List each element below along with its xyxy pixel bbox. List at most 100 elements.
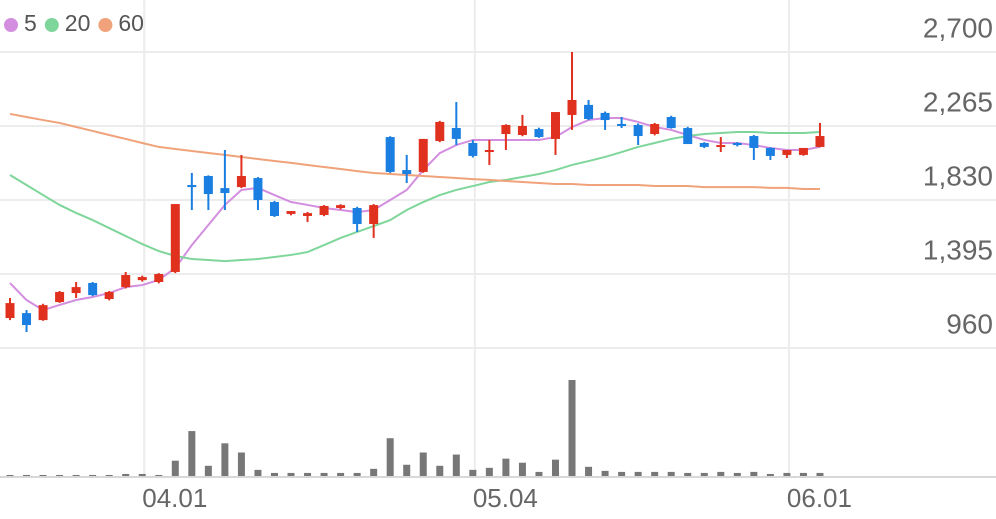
- volume-bar: [254, 469, 262, 476]
- candle-body: [600, 112, 610, 121]
- candle-body: [435, 121, 445, 141]
- candle-body: [534, 129, 544, 138]
- volume-bar: [237, 452, 245, 476]
- candle-body: [303, 213, 313, 216]
- legend-label: 5: [24, 10, 37, 36]
- legend-label: 60: [118, 10, 144, 36]
- candle-body: [716, 145, 726, 148]
- candle-body: [236, 176, 246, 188]
- candle-body: [220, 188, 230, 194]
- volume-bar: [287, 472, 295, 476]
- candle-body: [501, 124, 511, 134]
- candle-body: [815, 136, 825, 147]
- ma-line: [9, 112, 820, 190]
- volume-bar: [122, 473, 130, 476]
- candle-body: [584, 104, 594, 120]
- candle-body: [765, 147, 775, 156]
- candle-body: [104, 292, 114, 300]
- volume-bar: [799, 472, 807, 476]
- volume-bar: [717, 471, 725, 476]
- volume-bar: [39, 474, 47, 476]
- volume-bar: [221, 443, 229, 476]
- candle-body: [121, 275, 131, 288]
- candle-body: [88, 283, 98, 296]
- candle-body: [699, 143, 709, 147]
- volume-bar: [551, 459, 559, 476]
- candle-body: [617, 123, 627, 126]
- candle-body: [319, 205, 329, 215]
- volume-bar: [585, 466, 593, 476]
- volume-bar: [155, 474, 163, 476]
- candle-body: [137, 277, 147, 281]
- candle-body: [550, 112, 560, 139]
- volume-bar: [171, 460, 179, 476]
- volume-bar: [684, 472, 692, 476]
- volume-bar: [56, 474, 64, 476]
- candle-body: [683, 128, 693, 145]
- y-tick-label: 1,395: [923, 234, 993, 265]
- volume-bar: [353, 472, 361, 476]
- candle-body: [468, 143, 478, 156]
- candle-body: [385, 137, 395, 172]
- ma-line: [9, 130, 821, 263]
- x-tick-label: 04.01: [142, 483, 207, 513]
- volume-bar: [502, 458, 510, 476]
- volume-bar: [667, 471, 675, 476]
- volume-bar: [204, 465, 212, 476]
- volume-bar: [403, 464, 411, 476]
- candle-body: [418, 138, 428, 172]
- volume-bar: [72, 474, 80, 476]
- volume-bar: [750, 471, 758, 476]
- candle-body: [22, 313, 32, 326]
- y-tick-label: 1,830: [923, 160, 993, 191]
- volume-bar: [518, 462, 526, 476]
- candle-body: [352, 207, 362, 224]
- volume-bar: [337, 472, 345, 476]
- legend-marker: [44, 18, 59, 32]
- x-tick-label: 05.04: [473, 483, 538, 513]
- ma-line: [9, 117, 821, 312]
- volume-bar: [651, 471, 659, 476]
- volume-bar: [419, 452, 427, 476]
- candle-body: [782, 149, 792, 155]
- volume-bar: [304, 472, 312, 476]
- candle-body: [269, 202, 279, 216]
- candle-body: [369, 205, 379, 224]
- legend-marker: [4, 18, 18, 32]
- volume-bar: [320, 472, 328, 476]
- volume-bar: [601, 470, 609, 476]
- candle-body: [253, 178, 263, 200]
- y-tick-label: 2,700: [923, 12, 993, 43]
- candle-body: [203, 176, 213, 195]
- candle-body: [336, 205, 346, 208]
- volume-bar: [469, 469, 477, 476]
- candle-body: [5, 303, 15, 319]
- candle-body: [55, 292, 65, 303]
- volume-bar: [188, 431, 196, 476]
- volume-bar: [535, 471, 543, 476]
- candle-body: [154, 274, 164, 282]
- candle-body: [484, 149, 494, 153]
- candle-body: [71, 287, 81, 294]
- candle-body: [633, 124, 643, 137]
- volume-bar: [23, 474, 31, 476]
- volume-bar: [618, 471, 626, 476]
- volume-bar: [452, 454, 460, 476]
- candle-body: [650, 123, 660, 134]
- volume-bar: [89, 474, 97, 476]
- y-tick-label: 2,265: [923, 86, 993, 117]
- volume-bar: [386, 438, 394, 476]
- volume-bar: [370, 468, 378, 476]
- volume-bar: [700, 472, 708, 476]
- volume-bar: [485, 467, 493, 476]
- candle-body: [187, 185, 197, 188]
- volume-bar: [733, 472, 741, 476]
- candle-body: [517, 126, 527, 136]
- volume-bar: [105, 474, 113, 476]
- legend-marker: [98, 18, 113, 32]
- volume-bar: [138, 473, 146, 476]
- volume-bar: [783, 472, 791, 476]
- volume-bar: [816, 472, 824, 476]
- candle-body: [666, 116, 676, 129]
